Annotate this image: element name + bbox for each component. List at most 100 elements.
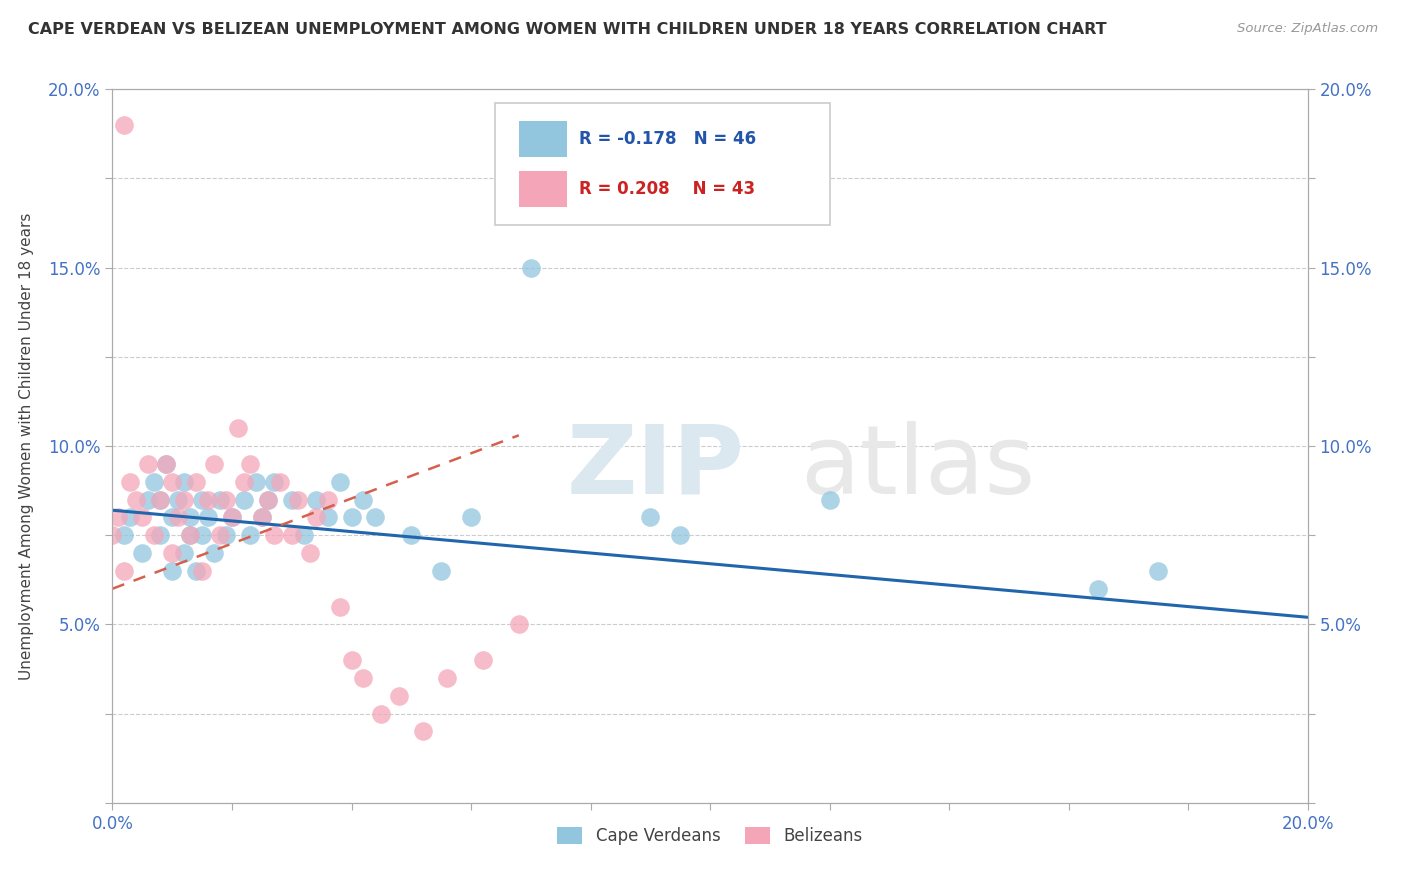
Point — [162, 475, 183, 489]
Point — [162, 564, 183, 578]
Point — [818, 492, 841, 507]
Point — [143, 475, 166, 489]
Point — [370, 706, 392, 721]
Text: ZIP: ZIP — [567, 421, 745, 514]
Point — [221, 510, 243, 524]
Point — [250, 510, 273, 524]
Text: R = -0.178   N = 46: R = -0.178 N = 46 — [579, 130, 755, 148]
Point — [281, 492, 304, 507]
Point — [226, 421, 249, 435]
Point — [263, 475, 285, 489]
Legend: Cape Verdeans, Belizeans: Cape Verdeans, Belizeans — [551, 820, 869, 852]
Text: CAPE VERDEAN VS BELIZEAN UNEMPLOYMENT AMONG WOMEN WITH CHILDREN UNDER 18 YEARS C: CAPE VERDEAN VS BELIZEAN UNEMPLOYMENT AM… — [28, 22, 1107, 37]
Point — [316, 510, 339, 524]
Point — [120, 475, 142, 489]
Point — [353, 671, 375, 685]
Point — [114, 564, 135, 578]
Point — [215, 528, 238, 542]
Point — [1147, 564, 1170, 578]
Point — [233, 492, 256, 507]
Point — [305, 492, 328, 507]
Point — [173, 492, 195, 507]
Point — [114, 528, 135, 542]
Point — [167, 510, 190, 524]
Point — [520, 260, 543, 275]
Point — [281, 528, 304, 542]
Point — [101, 528, 124, 542]
Point — [179, 510, 201, 524]
Point — [202, 546, 225, 560]
Point — [388, 689, 411, 703]
Point — [209, 492, 232, 507]
Point — [143, 528, 166, 542]
Point — [508, 617, 530, 632]
Point — [292, 528, 315, 542]
Point — [179, 528, 201, 542]
Point — [430, 564, 453, 578]
Point — [269, 475, 291, 489]
Point — [179, 528, 201, 542]
Point — [340, 653, 363, 667]
Y-axis label: Unemployment Among Women with Children Under 18 years: Unemployment Among Women with Children U… — [20, 212, 34, 680]
Point — [298, 546, 321, 560]
Point — [149, 492, 172, 507]
Point — [114, 118, 135, 132]
Text: Source: ZipAtlas.com: Source: ZipAtlas.com — [1237, 22, 1378, 36]
Point — [245, 475, 267, 489]
Point — [233, 475, 256, 489]
Point — [257, 492, 280, 507]
Point — [263, 528, 285, 542]
Point — [436, 671, 458, 685]
Point — [191, 564, 214, 578]
Point — [120, 510, 142, 524]
Point — [138, 457, 160, 471]
Point — [155, 457, 177, 471]
Point — [250, 510, 273, 524]
Point — [364, 510, 387, 524]
Point — [186, 564, 208, 578]
FancyBboxPatch shape — [495, 103, 830, 225]
Point — [472, 653, 495, 667]
Point — [669, 528, 692, 542]
Point — [131, 510, 153, 524]
Point — [107, 510, 129, 524]
Point — [138, 492, 160, 507]
Point — [155, 457, 177, 471]
Point — [329, 599, 352, 614]
Bar — [519, 121, 567, 157]
Point — [329, 475, 352, 489]
Point — [125, 492, 148, 507]
Point — [191, 492, 214, 507]
Point — [173, 546, 195, 560]
Point — [316, 492, 339, 507]
Point — [239, 457, 262, 471]
Point — [412, 724, 434, 739]
Point — [173, 475, 195, 489]
Point — [131, 546, 153, 560]
Point — [353, 492, 375, 507]
Point — [202, 457, 225, 471]
Bar — [519, 171, 567, 207]
Point — [305, 510, 328, 524]
Point — [186, 475, 208, 489]
Text: R = 0.208    N = 43: R = 0.208 N = 43 — [579, 180, 755, 198]
Point — [197, 510, 219, 524]
Point — [401, 528, 423, 542]
Point — [215, 492, 238, 507]
Point — [149, 528, 172, 542]
Point — [167, 492, 190, 507]
Point — [162, 546, 183, 560]
Point — [340, 510, 363, 524]
Point — [209, 528, 232, 542]
Point — [221, 510, 243, 524]
Point — [197, 492, 219, 507]
Point — [257, 492, 280, 507]
Point — [239, 528, 262, 542]
Point — [287, 492, 309, 507]
Point — [149, 492, 172, 507]
Point — [191, 528, 214, 542]
Text: atlas: atlas — [800, 421, 1035, 514]
Point — [640, 510, 662, 524]
Point — [162, 510, 183, 524]
Point — [1087, 582, 1109, 596]
